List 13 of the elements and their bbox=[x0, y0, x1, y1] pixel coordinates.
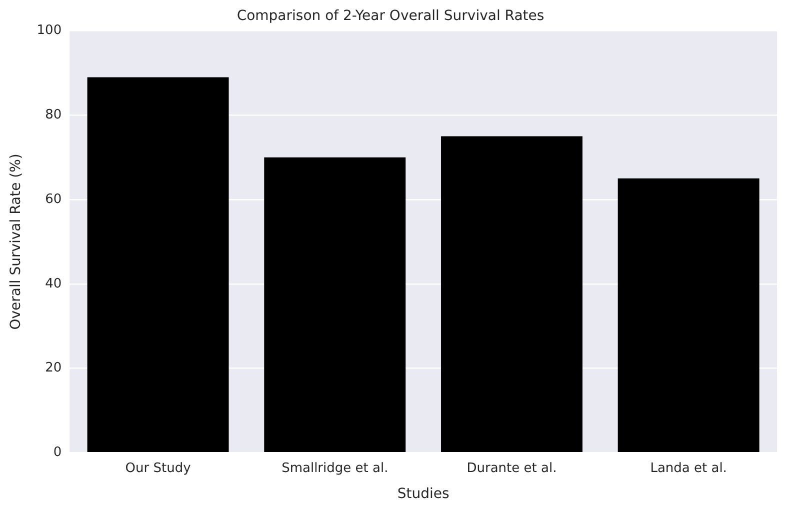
x-tick-label: Durante et al. bbox=[466, 460, 557, 476]
chart-title: Comparison of 2-Year Overall Survival Rates bbox=[236, 8, 544, 24]
y-tick-label: 40 bbox=[45, 276, 62, 292]
y-tick-label: 20 bbox=[45, 360, 62, 376]
y-tick-label: 100 bbox=[36, 23, 62, 38]
y-tick-label: 0 bbox=[53, 444, 62, 460]
x-tick-label: Smallridge et al. bbox=[282, 460, 388, 476]
y-axis-title: Overall Survival Rate (%) bbox=[8, 154, 24, 330]
y-tick-label: 80 bbox=[45, 108, 62, 123]
x-tick-label: Our Study bbox=[125, 460, 192, 476]
x-tick-label: Landa et al. bbox=[650, 460, 727, 476]
y-tick-label: 60 bbox=[45, 192, 62, 207]
x-axis-title: Studies bbox=[397, 486, 450, 502]
